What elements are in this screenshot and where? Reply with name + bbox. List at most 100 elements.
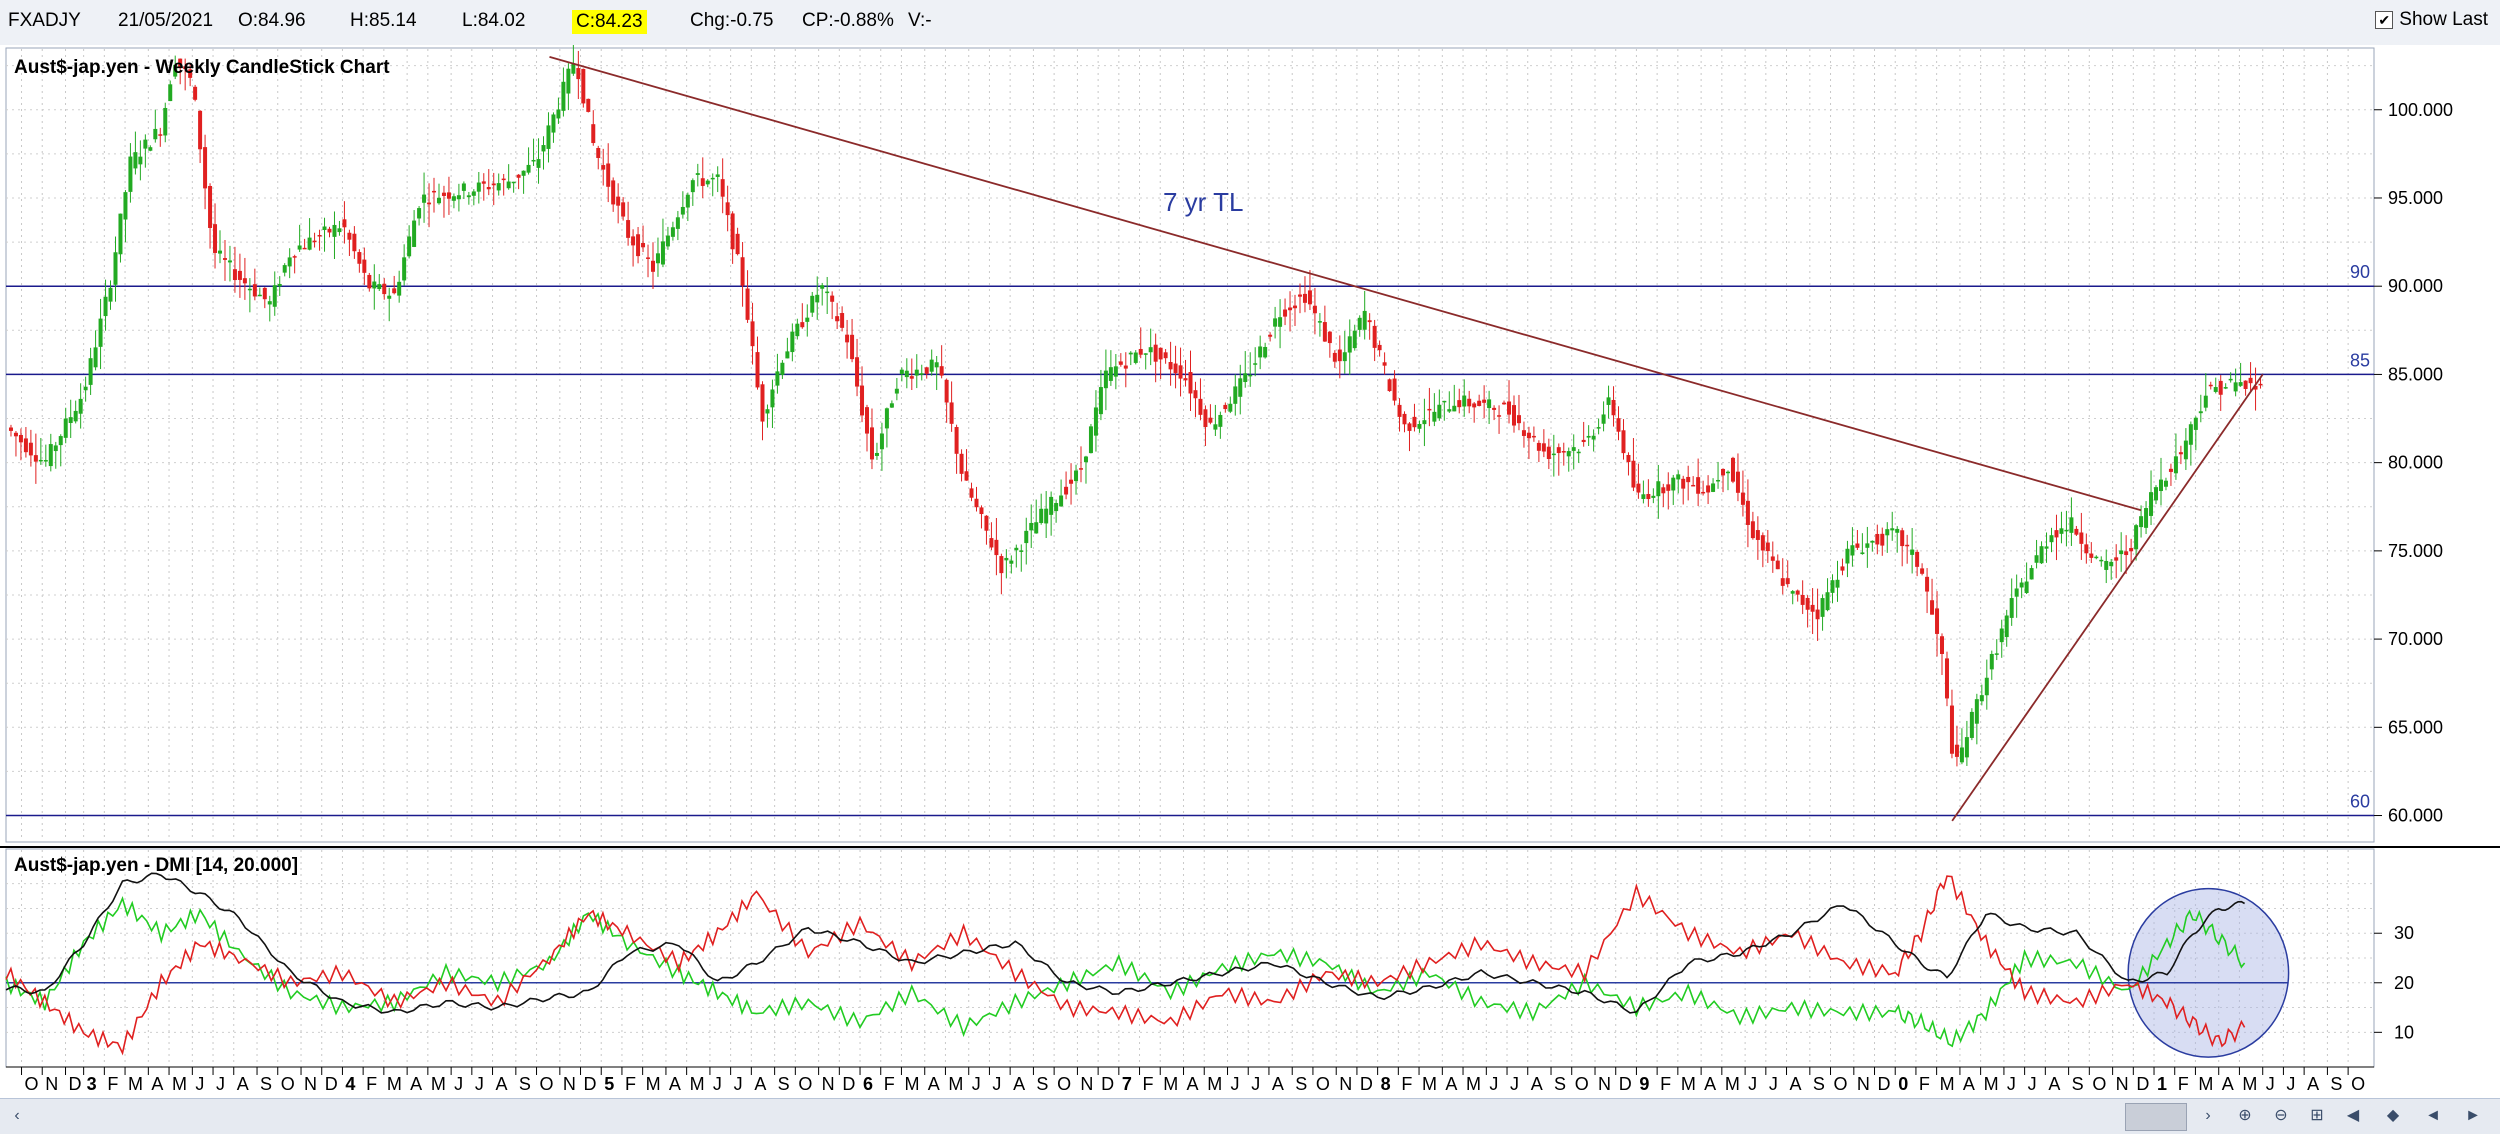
time-tick-label: O	[281, 1074, 295, 1094]
zoom-fit-icon[interactable]: ⊞	[2310, 1107, 2324, 1124]
candle-body	[312, 240, 317, 243]
candle-body	[516, 174, 521, 178]
candle-body	[417, 208, 422, 219]
candle-body	[1511, 405, 1516, 426]
horizontal-scrollbar[interactable]	[2125, 1103, 2187, 1131]
time-tick-label: J	[454, 1074, 463, 1094]
time-tick-label: M	[1422, 1074, 1437, 1094]
candle-body	[2149, 492, 2154, 516]
candle-body	[362, 259, 367, 273]
time-tick-label: A	[237, 1074, 249, 1094]
candle-body	[770, 389, 775, 408]
time-tick-label: S	[1554, 1074, 1566, 1094]
candle-body	[725, 202, 730, 216]
candle-body	[1825, 592, 1830, 611]
candle-body	[1293, 305, 1298, 309]
candle-body	[2074, 528, 2079, 535]
dmi-tick-label: 10	[2394, 1022, 2414, 1042]
show-last-toggle[interactable]: ✔ Show Last	[2375, 9, 2488, 31]
candle-body	[247, 288, 252, 291]
candle-body	[2258, 383, 2263, 386]
candle-body	[1258, 346, 1263, 358]
candle-body	[949, 402, 954, 424]
time-tick-label: M	[2242, 1074, 2257, 1094]
first-page-icon[interactable]: ◀	[2346, 1107, 2360, 1124]
candle-body	[1362, 310, 1367, 330]
time-tick-label: A	[410, 1074, 422, 1094]
candle-body	[1984, 677, 1989, 696]
candle-body	[526, 164, 531, 173]
candle-body	[581, 68, 586, 104]
candle-body	[78, 398, 83, 414]
time-tick-label: A	[1790, 1074, 1802, 1094]
candle-body	[1681, 478, 1686, 489]
candle-body	[1332, 352, 1337, 362]
time-tick-label: F	[884, 1074, 895, 1094]
dmi-grid	[6, 850, 2374, 1066]
candle-body	[392, 288, 397, 294]
candle-body	[2054, 530, 2059, 538]
candle-body	[1103, 370, 1108, 389]
scroll-left-icon[interactable]: ‹	[14, 1107, 20, 1124]
price-axis: 100.000 95.000 90.000 85.000 80.000 75.000 70.…	[2374, 100, 2453, 826]
candle-body	[670, 227, 675, 237]
candle-body	[576, 68, 581, 80]
candle-body	[1930, 600, 1935, 615]
candle-body	[999, 556, 1004, 574]
candle-body	[1153, 344, 1158, 362]
time-tick-label: O	[798, 1074, 812, 1094]
time-tick-label: J	[992, 1074, 1001, 1094]
next-icon[interactable]: ►	[2465, 1107, 2481, 1124]
time-tick-label: A	[2048, 1074, 2060, 1094]
time-tick-label: J	[1748, 1074, 1757, 1094]
previous-icon[interactable]: ◄	[2425, 1107, 2441, 1124]
candle-body	[2193, 417, 2198, 430]
candle-body	[660, 241, 665, 265]
candle-body	[2203, 395, 2208, 408]
zoom-out-icon[interactable]: ⊖	[2274, 1107, 2288, 1124]
candle-body	[1765, 542, 1770, 552]
candle-body	[108, 287, 113, 302]
candle-body	[1014, 547, 1019, 551]
candle-body	[1193, 390, 1198, 399]
time-tick-label: O	[25, 1074, 39, 1094]
time-tick-label: 5	[604, 1074, 614, 1094]
candle-body	[571, 63, 576, 74]
candle-body	[810, 295, 815, 313]
candle-body	[1113, 366, 1118, 377]
show-last-checkbox[interactable]: ✔	[2375, 11, 2394, 29]
candle-body	[2233, 382, 2238, 392]
candle-body	[616, 196, 621, 206]
candle-body	[1307, 290, 1312, 305]
candle-body	[1417, 423, 1422, 429]
candle-body	[1546, 446, 1551, 459]
change-percent-value: CP:-0.88%	[802, 10, 894, 31]
candle-body	[1168, 362, 1173, 370]
candle-body	[1949, 705, 1954, 754]
zoom-in-icon[interactable]: ⊕	[2238, 1107, 2252, 1124]
candle-body	[227, 260, 232, 263]
candle-body	[2099, 559, 2104, 562]
candle-body	[1691, 484, 1696, 487]
candle-body	[1163, 352, 1168, 359]
candle-body	[1437, 404, 1442, 419]
candle-body	[218, 250, 223, 254]
time-tick-label: D	[842, 1074, 855, 1094]
candle-body	[715, 174, 720, 177]
candle-body	[909, 376, 914, 379]
candle-body	[1706, 485, 1711, 493]
candle-body	[1905, 544, 1910, 547]
candle-body	[710, 177, 715, 180]
time-tick-label: D	[1619, 1074, 1632, 1094]
scroll-right-icon[interactable]: ›	[2205, 1107, 2211, 1124]
candle-body	[422, 194, 427, 203]
time-tick-label: A	[2307, 1074, 2319, 1094]
pan-icon[interactable]: ◆	[2386, 1107, 2400, 1124]
candle-body	[138, 156, 143, 165]
time-tick-label: 4	[345, 1074, 355, 1094]
candle-body	[237, 270, 242, 280]
candle-body	[2243, 380, 2248, 389]
candle-body	[2213, 387, 2218, 392]
candle-body	[1143, 353, 1148, 355]
